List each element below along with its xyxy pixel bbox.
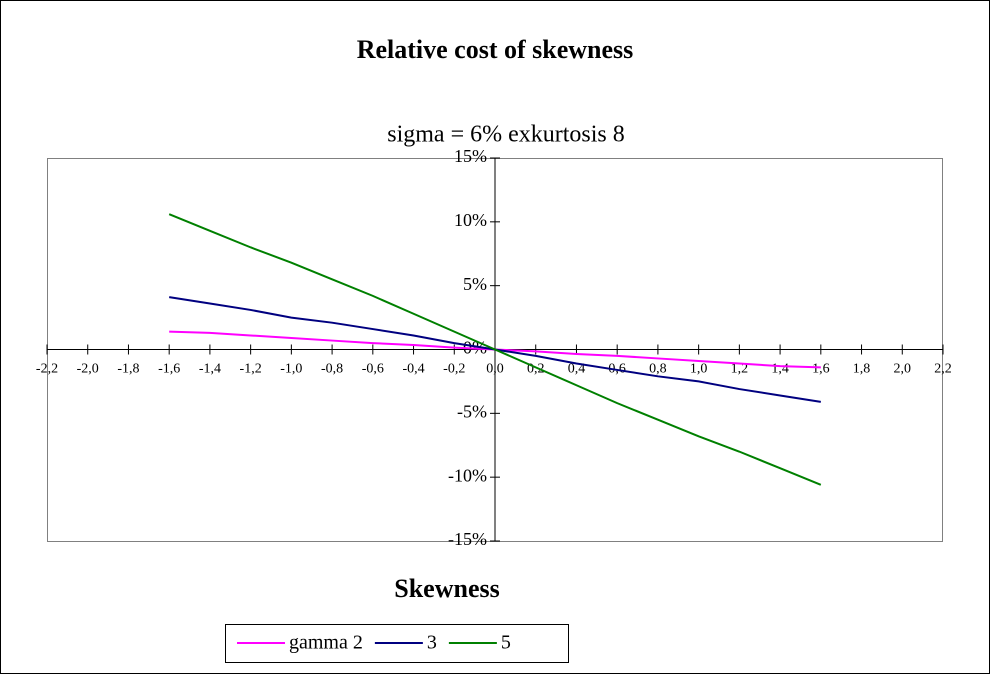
x-tick-label: 2,0 [894, 362, 912, 377]
x-tick-label: -2,0 [77, 362, 99, 377]
x-tick-label: 1,2 [731, 362, 749, 377]
y-tick-label: -5% [457, 401, 487, 421]
y-tick-label: 5% [463, 274, 487, 294]
y-tick-label: -10% [448, 465, 487, 485]
x-tick-label: 1,6 [812, 362, 830, 377]
x-tick-label: 1,8 [853, 362, 871, 377]
x-tick-label: -1,0 [280, 362, 302, 377]
x-tick-label: -1,6 [158, 362, 180, 377]
x-tick-label: 0,0 [486, 362, 504, 377]
x-tick-label: -0,2 [443, 362, 465, 377]
legend-label: 5 [501, 632, 511, 654]
y-tick-label: 15% [454, 146, 487, 166]
x-tick-label: -0,4 [402, 362, 424, 377]
x-tick-label: 2,2 [934, 362, 952, 377]
y-tick-label: 10% [454, 210, 487, 230]
chart-title: Relative cost of skewness [357, 35, 634, 64]
x-axis-title: Skewness [394, 574, 499, 603]
legend-label: 3 [427, 632, 437, 654]
x-tick-label: -0,6 [362, 362, 384, 377]
chart-subtitle: sigma = 6% exkurtosis 8 [387, 122, 625, 148]
y-tick-label: -15% [448, 529, 487, 549]
x-tick-label: 0,4 [568, 362, 586, 377]
x-tick-label: -1,8 [117, 362, 139, 377]
x-tick-label: -1,4 [199, 362, 221, 377]
x-tick-label: 1,0 [690, 362, 708, 377]
x-tick-label: 0,8 [649, 362, 667, 377]
x-tick-label: -1,2 [240, 362, 262, 377]
series-line [168, 213, 822, 486]
legend-label: gamma 2 [289, 632, 363, 654]
x-tick-label: -0,8 [321, 362, 343, 377]
x-tick-label: 1,4 [771, 362, 789, 377]
x-tick-label: -2,2 [36, 362, 58, 377]
